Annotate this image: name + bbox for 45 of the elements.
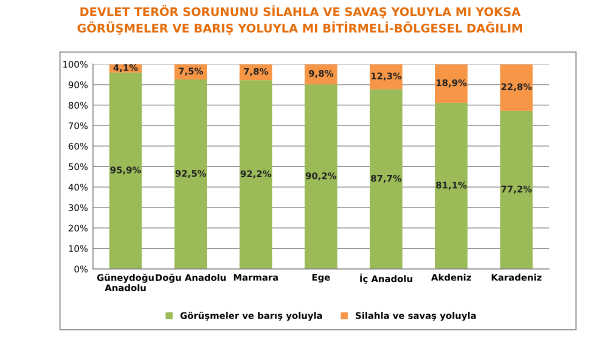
data-label: 12,3% bbox=[372, 72, 402, 81]
y-tick-label: 20% bbox=[68, 224, 88, 232]
bar bbox=[174, 80, 207, 269]
bar bbox=[304, 84, 338, 269]
chart-title: DEVLET TERÖR SORUNUNU SİLAHLA VE SAVAŞ YOLUYLA MI YOKSA GÖRÜŞMELER VE BARIŞ YOLUYLA MI BİTİRMELİ-BÖLGESEL DAĞILIM bbox=[77, 5, 522, 35]
y-tick-label: 40% bbox=[68, 184, 88, 191]
data-label: 7,8% bbox=[244, 68, 268, 76]
bar bbox=[240, 80, 272, 269]
legend-label: Görüşmeler ve barış yoluyla bbox=[180, 312, 322, 321]
y-tick-label: 30% bbox=[68, 204, 88, 212]
data-label: 22,8% bbox=[501, 83, 532, 92]
y-tick-label: 0% bbox=[74, 266, 88, 272]
y-tick-label: 100% bbox=[63, 60, 88, 68]
y-tick-label: 60% bbox=[68, 142, 88, 150]
data-label: 7,5% bbox=[178, 68, 203, 76]
bar bbox=[435, 102, 468, 269]
data-label: 87,7% bbox=[371, 174, 402, 183]
data-label: 81,1% bbox=[436, 182, 467, 190]
y-tick-label: 70% bbox=[68, 122, 88, 130]
x-tick-label: Marmara bbox=[234, 274, 278, 281]
y-tick-label: 90% bbox=[68, 81, 88, 88]
bar bbox=[304, 64, 338, 84]
legend-label: Silahla ve savaş yoluyla bbox=[356, 312, 476, 321]
x-tick-label: Karadeniz bbox=[492, 274, 542, 281]
bar bbox=[435, 64, 468, 103]
y-tick-label: 10% bbox=[69, 245, 88, 252]
bar bbox=[109, 72, 142, 269]
x-tick-label: Ege bbox=[312, 274, 330, 283]
x-tick-label: Doğu Anadolu bbox=[156, 274, 226, 283]
y-tick-label: 50% bbox=[68, 163, 88, 170]
bar bbox=[500, 110, 533, 269]
bar bbox=[500, 64, 533, 111]
data-label: 92,2% bbox=[240, 170, 272, 178]
bar bbox=[370, 89, 402, 269]
data-label: 77,2% bbox=[501, 186, 532, 194]
data-label: 9,8% bbox=[308, 70, 334, 78]
data-label: 4,1% bbox=[113, 64, 138, 72]
x-tick-label: Güneydoğu Anadolu bbox=[97, 274, 154, 292]
x-tick-label: İç Anadolu bbox=[360, 274, 412, 284]
data-label: 90,2% bbox=[306, 172, 336, 180]
data-label: 18,9% bbox=[436, 79, 467, 88]
y-tick-label: 80% bbox=[68, 102, 88, 109]
x-tick-label: Akdeniz bbox=[431, 274, 472, 281]
data-label: 95,9% bbox=[110, 166, 141, 175]
data-label: 92,5% bbox=[176, 170, 206, 178]
